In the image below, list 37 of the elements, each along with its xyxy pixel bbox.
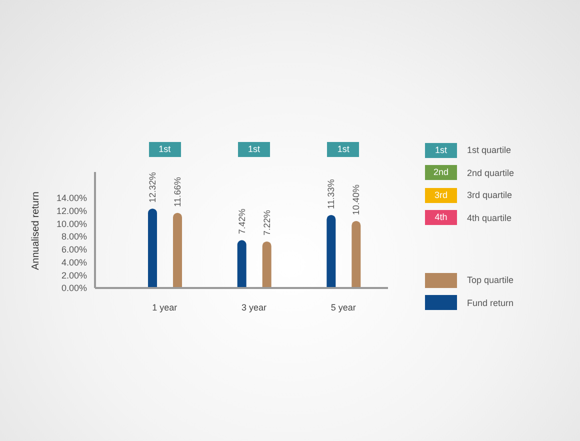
legend-label: 3rd quartile (467, 190, 512, 200)
y-tick-label: 0.00% (61, 283, 87, 294)
data-label: 11.66% (172, 177, 182, 207)
y-tick-label: 4.00% (61, 257, 87, 268)
y-tick-label: 14.00% (56, 192, 87, 203)
data-label: 7.22% (262, 210, 272, 236)
y-tick-label: 10.00% (56, 218, 87, 229)
y-tick-label: 6.00% (61, 244, 87, 255)
y-axis-title: Annualised return (30, 192, 42, 270)
text: 1st (148, 142, 181, 157)
bar (262, 241, 272, 288)
bar (148, 208, 157, 288)
bar (352, 220, 361, 288)
legend-label: 4th quartile (467, 212, 512, 222)
bar (173, 212, 182, 288)
x-tick-label: 1 year (152, 302, 178, 312)
text: 2nd (425, 165, 457, 180)
y-tick-label: 8.00% (61, 232, 87, 242)
bar (237, 240, 246, 288)
legend-label: 2nd quartile (467, 168, 514, 178)
legend-label: Top quartile (467, 275, 514, 285)
text: 3rd (425, 188, 457, 202)
y-tick-label: 12.00% (56, 206, 87, 216)
text: 1st (238, 142, 270, 157)
x-tick-label: 3 year (241, 302, 267, 312)
text: 4th (425, 210, 457, 225)
data-label: 10.40% (351, 184, 362, 215)
x-tick-label: 5 year (330, 302, 356, 312)
legend-label: Fund return (467, 298, 514, 308)
data-label: 11.33% (326, 179, 336, 209)
y-tick-label: 2.00% (61, 270, 87, 280)
legend-label: 1st quartile (467, 145, 512, 155)
data-label: 7.42% (236, 208, 247, 234)
data-label: 12.32% (148, 172, 158, 203)
text: 1st (425, 142, 457, 158)
text: 1st (327, 142, 360, 157)
bar (326, 214, 336, 288)
